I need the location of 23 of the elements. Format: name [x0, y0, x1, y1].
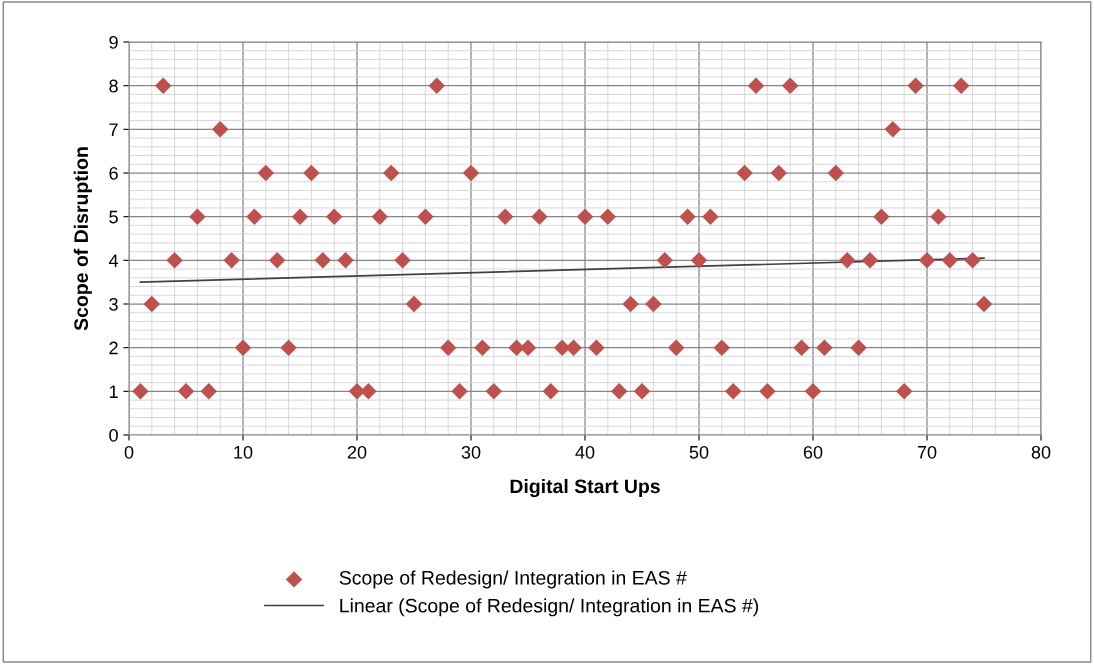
- y-tick-label: 4: [108, 254, 119, 267]
- x-tick-label: 30: [461, 445, 481, 459]
- y-tick-label: 1: [109, 385, 118, 398]
- y-tick-label: 9: [109, 35, 118, 49]
- x-tick-label: 60: [803, 445, 823, 459]
- y-tick-label: 0: [109, 428, 118, 442]
- y-tick-label: 5: [109, 210, 118, 224]
- x-tick-label: 20: [347, 445, 367, 459]
- x-tick-label: 0: [124, 445, 134, 459]
- legend-label: Linear (Scope of Redesign/ Integration in EAS #): [340, 598, 759, 617]
- y-axis-title: Scope of Disruption: [73, 147, 92, 331]
- legend-label: Scope of Redesign/ Integration in EAS #: [339, 570, 687, 589]
- x-tick-label: 40: [575, 445, 595, 459]
- x-tick-label: 80: [1031, 445, 1051, 459]
- x-tick-label: 10: [234, 445, 253, 459]
- y-tick-label: 8: [109, 79, 118, 93]
- y-tick-label: 2: [109, 341, 118, 355]
- x-tick-label: 50: [689, 445, 709, 459]
- x-tick-label: 70: [917, 445, 937, 459]
- x-axis-title: Digital Start Ups: [510, 478, 660, 498]
- y-tick-label: 7: [109, 123, 118, 136]
- y-tick-label: 6: [109, 166, 118, 180]
- y-tick-label: 3: [109, 297, 118, 311]
